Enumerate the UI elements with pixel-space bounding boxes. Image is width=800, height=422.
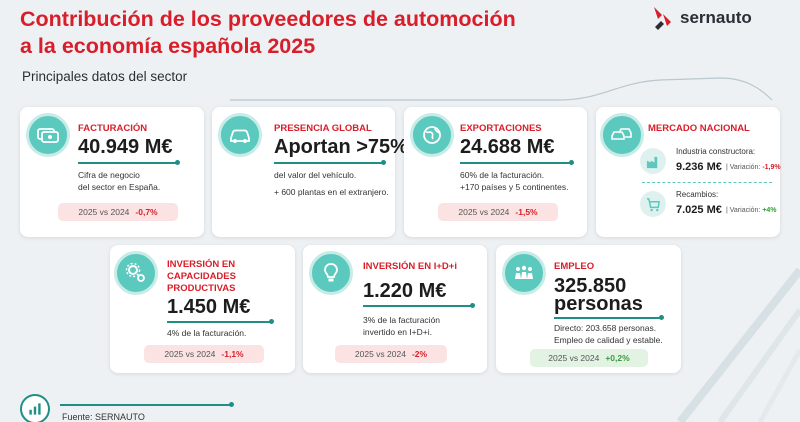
recambios-value: 7.025 M€ (676, 204, 722, 216)
gears-icon (114, 251, 158, 295)
comparison-value: -0,7% (135, 207, 158, 217)
background-waves-decoration (676, 267, 800, 422)
value-underline (274, 160, 386, 165)
value-underline (167, 319, 274, 324)
lightbulb-icon (309, 251, 353, 295)
variation-label: Variación: (729, 207, 761, 214)
recambios-label: Recambios: (676, 190, 719, 199)
card-inversion-idi: INVERSIÓN EN I+D+i 1.220 M€ 3% de la fac… (303, 245, 487, 373)
recambios-variation: | Variación: +4% (726, 207, 777, 214)
card-label: PRESENCIA GLOBAL (274, 123, 372, 134)
shopping-cart-icon (640, 191, 666, 217)
card-label: FACTURACIÓN (78, 123, 148, 134)
page-title: Contribución de los proveedores de autom… (20, 6, 620, 60)
value-underline (78, 160, 180, 165)
comparison-label: 2025 vs 2024 (164, 349, 216, 359)
industria-variation: | Variación: -1,9% (726, 164, 781, 171)
logo-mark-icon (654, 7, 671, 30)
value-underline (363, 303, 475, 308)
comparison-badge: 2025 vs 2024 -0,7% (58, 203, 178, 221)
card-description-1: del valor del vehículo. (274, 170, 357, 180)
card-inversion-capacidades: INVERSIÓN EN CAPACIDADES PRODUCTIVAS 1.4… (110, 245, 295, 373)
card-description: 3% de la facturación invertido en I+D+i. (363, 314, 440, 338)
cars-icon (600, 113, 644, 157)
card-description: Cifra de negocio del sector en España. (78, 169, 160, 193)
desc-line-1: Cifra de negocio (78, 170, 140, 180)
comparison-value: -2% (411, 349, 428, 359)
bar-chart-icon (20, 394, 50, 422)
variation-value: +4% (762, 207, 777, 214)
comparison-value: -1,5% (515, 207, 538, 217)
label-line-1: INVERSIÓN EN (167, 259, 236, 270)
card-label: INVERSIÓN EN I+D+i (363, 261, 457, 272)
comparison-label: 2025 vs 2024 (354, 349, 406, 359)
comparison-value: +0,2% (605, 353, 630, 363)
desc-line-2: +170 países y 5 continentes. (460, 182, 569, 192)
desc-line-2: invertido en I+D+i. (363, 327, 432, 337)
card-label: MERCADO NACIONAL (648, 123, 750, 134)
comparison-label: 2025 vs 2024 (458, 207, 510, 217)
comparison-badge: 2025 vs 2024 -1,5% (438, 203, 558, 221)
globe-icon (410, 113, 454, 157)
car-icon (218, 113, 262, 157)
desc-line-2: del sector en España. (78, 182, 161, 192)
title-line-2: a la economía española 2025 (20, 34, 316, 58)
card-label: EXPORTACIONES (460, 123, 542, 134)
people-icon (502, 251, 546, 295)
sernauto-logo: sernauto (652, 4, 752, 32)
label-line-3: PRODUCTIVAS (167, 283, 236, 294)
card-label: EMPLEO (554, 261, 595, 272)
card-description: 4% de la facturación. (167, 328, 247, 338)
card-description: 60% de la facturación. +170 países y 5 c… (460, 169, 568, 193)
card-value: 1.220 M€ (363, 280, 447, 302)
card-value: 24.688 M€ (460, 136, 555, 158)
comparison-badge: 2025 vs 2024 -1,1% (144, 345, 264, 363)
card-facturacion: FACTURACIÓN 40.949 M€ Cifra de negocio d… (20, 107, 204, 237)
logo-text: sernauto (680, 8, 752, 27)
car-outline-decoration (230, 77, 773, 101)
card-presencia-global: PRESENCIA GLOBAL Aportan >75% del valor … (212, 107, 408, 237)
comparison-badge: 2025 vs 2024 -2% (335, 345, 447, 363)
card-value: 1.450 M€ (167, 296, 251, 318)
card-label: INVERSIÓN EN CAPACIDADES PRODUCTIVAS (167, 259, 236, 295)
variation-value: -1,9% (762, 164, 781, 171)
card-value-unit: personas (554, 293, 643, 315)
money-icon (26, 113, 70, 157)
card-empleo: EMPLEO 325.850 personas Directo: 203.658… (496, 245, 681, 373)
card-description: Directo: 203.658 personas. Empleo de cal… (554, 322, 663, 346)
label-line-2: CAPACIDADES (167, 271, 236, 282)
value-underline (554, 315, 664, 320)
title-line-1: Contribución de los proveedores de autom… (20, 7, 516, 31)
industria-value: 9.236 M€ (676, 161, 722, 173)
value-underline (460, 160, 574, 165)
comparison-value: -1,1% (221, 349, 244, 359)
card-value: 40.949 M€ (78, 136, 173, 158)
desc-line-1: 60% de la facturación. (460, 170, 545, 180)
comparison-label: 2025 vs 2024 (548, 353, 600, 363)
comparison-badge: 2025 vs 2024 +0,2% (530, 349, 648, 367)
card-value-number: 325.850 (554, 275, 627, 297)
card-mercado-nacional: MERCADO NACIONAL Industria constructora:… (596, 107, 781, 237)
divider (642, 182, 772, 183)
desc-line-1: Directo: 203.658 personas. (554, 323, 657, 333)
section-subtitle: Principales datos del sector (22, 69, 188, 84)
variation-label: Variación: (729, 164, 761, 171)
card-description-2: + 600 plantas en el extranjero. (274, 187, 389, 197)
card-exportaciones: EXPORTACIONES 24.688 M€ 60% de la factur… (404, 107, 587, 237)
comparison-label: 2025 vs 2024 (78, 207, 130, 217)
desc-line-2: Empleo de calidad y estable. (554, 335, 663, 345)
desc-line-1: 3% de la facturación (363, 315, 441, 325)
source-text: Fuente: SERNAUTO (62, 412, 145, 422)
industria-label: Industria constructora: (676, 147, 756, 156)
factory-icon (640, 148, 666, 174)
footer-divider (60, 402, 234, 407)
card-value: Aportan >75% (274, 136, 408, 158)
